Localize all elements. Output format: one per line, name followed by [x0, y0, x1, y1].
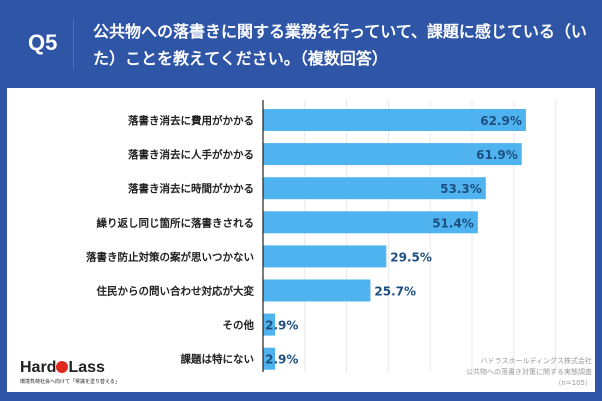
bar	[263, 279, 371, 302]
data-label: 51.4%	[432, 216, 474, 230]
bar	[263, 143, 522, 166]
category-label: 課題は特にない	[181, 353, 255, 366]
bar	[263, 177, 486, 200]
data-label: 61.9%	[476, 148, 518, 162]
bar	[263, 211, 478, 234]
bar	[263, 245, 387, 268]
bar	[263, 347, 276, 370]
category-label: 繰り返し同じ箇所に落書きされる	[97, 216, 255, 229]
category-label: 落書き消去に費用がかかる	[128, 114, 254, 127]
data-label: 53.3%	[440, 182, 482, 196]
data-label: 25.7%	[374, 285, 416, 299]
question-title: 公共物への落書きに関する業務を行っていて、課題に感じている（いた）ことを教えてく…	[93, 22, 587, 68]
category-label: 落書き消去に人手がかかる	[128, 148, 254, 161]
data-label: 2.9%	[265, 319, 298, 333]
category-label: その他	[223, 319, 255, 332]
divider	[73, 18, 74, 70]
data-label: 29.5%	[390, 250, 432, 264]
category-label: 落書き防止対策の案が思いつかない	[86, 250, 254, 263]
question-number: Q5	[28, 30, 58, 55]
bar	[263, 109, 526, 131]
category-label: 落書き消去に時間がかかる	[128, 182, 254, 195]
logo-dot-icon	[56, 361, 69, 373]
data-label: 62.9%	[480, 114, 522, 128]
bar	[263, 313, 276, 336]
logo: Hard Lass 環境負荷社会へ向けて「常識を塗り替える」	[20, 359, 120, 385]
chart-panel	[7, 88, 595, 392]
data-label: 2.9%	[265, 353, 298, 367]
source-note: ハドラスホールディングス株式会社 公共物への落書き対策に関する実態調査 （n=105…	[466, 357, 592, 387]
category-label: 住民からの問い合わせ対応が大変	[97, 285, 255, 298]
